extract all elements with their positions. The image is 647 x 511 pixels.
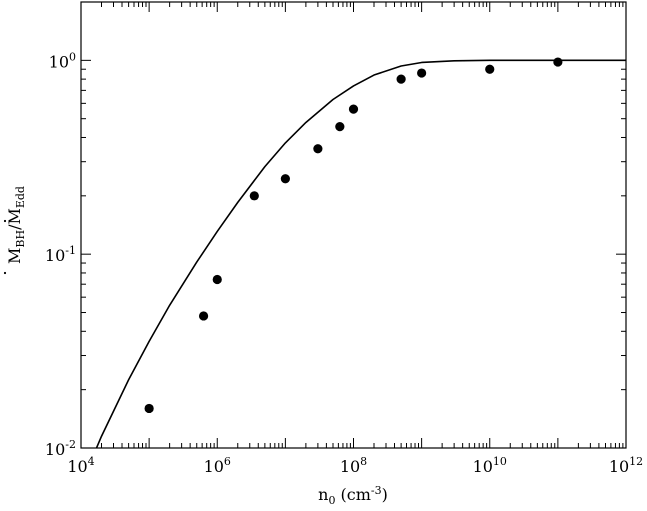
data-point (280, 174, 290, 184)
data-point (144, 403, 154, 414)
x-tick-label: 108 (340, 455, 367, 476)
data-point (249, 191, 259, 201)
y-label-dot-denominator (3, 219, 7, 223)
axis-ticks (80, 1, 627, 449)
x-tick-label: 104 (67, 455, 94, 476)
data-point (396, 74, 406, 84)
y-tick-label: 100 (49, 50, 76, 71)
data-point (485, 64, 495, 74)
y-axis-label: MBH/MEdd (3, 186, 27, 275)
data-point (348, 104, 359, 114)
y-tick-label: 10-1 (45, 244, 76, 265)
x-tick-label: 1010 (473, 455, 507, 476)
model-curve-layer (95, 59, 626, 448)
y-label-dot-numerator (3, 271, 7, 275)
model-curve (95, 59, 626, 448)
plot-frame (80, 1, 627, 449)
data-point (553, 57, 563, 67)
x-tick-label: 1012 (609, 455, 643, 476)
data-point (417, 68, 427, 78)
x-tick-labels: 104 106 108 1010 1012 (67, 455, 643, 476)
data-point (335, 122, 345, 132)
data-point (212, 274, 222, 285)
y-tick-label: 10-2 (45, 438, 76, 459)
x-axis-label: n0 (cm-3) (318, 484, 388, 507)
x-tick-label: 106 (204, 455, 231, 476)
data-points-layer (144, 57, 563, 414)
y-tick-labels: 10-2 10-1 100 (45, 50, 76, 459)
svg-text:MBH/MEdd: MBH/MEdd (5, 186, 27, 264)
data-point (313, 144, 323, 154)
data-point (198, 311, 209, 321)
